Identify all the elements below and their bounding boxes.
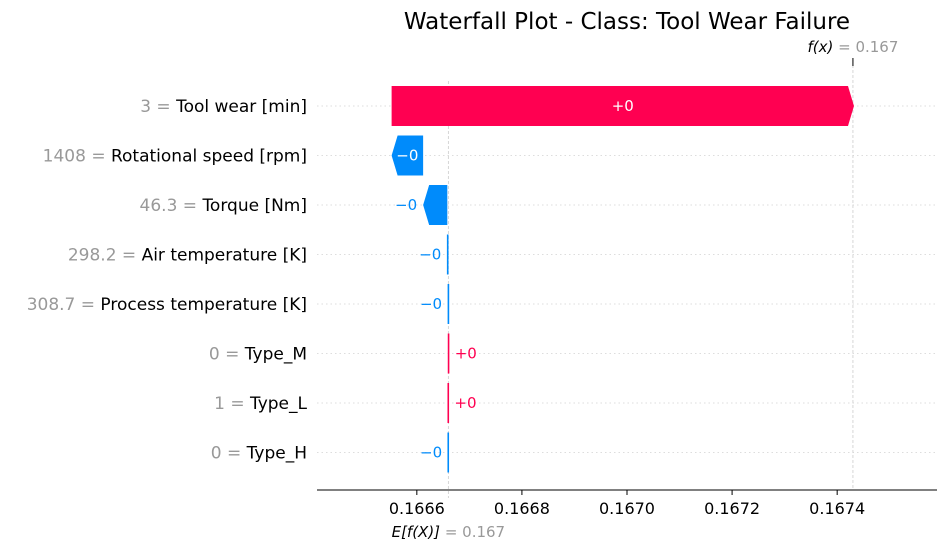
base-value-annotation: E[f(X)] = 0.167	[392, 523, 506, 541]
feature-value: 298.2 =	[68, 246, 142, 266]
feature-label: 3 = Tool wear [min]	[140, 97, 307, 117]
output-value-label: f(x)	[807, 38, 838, 56]
base-value-label: E[f(X)]	[392, 523, 445, 541]
feature-value: 46.3 =	[140, 196, 203, 216]
bar-value-label: −0	[420, 444, 442, 462]
bar-value-label: +0	[455, 345, 477, 363]
waterfall-bar	[447, 383, 450, 423]
feature-name: Rotational speed [rpm]	[111, 147, 307, 167]
feature-name: Type_M	[244, 345, 307, 365]
chart-title: Waterfall Plot - Class: Tool Wear Failur…	[404, 9, 850, 35]
x-tick-label: 0.1672	[704, 499, 760, 518]
feature-label: 1 = Type_L	[214, 394, 307, 414]
waterfall-bar	[446, 234, 449, 275]
feature-name: Air temperature [K]	[142, 246, 307, 266]
waterfall-bar	[447, 333, 450, 374]
feature-value: 3 =	[140, 97, 176, 117]
feature-name: Type_L	[249, 394, 308, 414]
feature-label: 46.3 = Torque [Nm]	[140, 196, 307, 216]
x-tick-label: 0.1668	[494, 499, 550, 518]
waterfall-bar	[447, 284, 450, 324]
feature-label: 1408 = Rotational speed [rpm]	[43, 147, 307, 167]
bar-value-label: +0	[454, 394, 476, 412]
waterfall-bar	[447, 432, 450, 473]
output-value-annotation: f(x) = 0.167	[807, 38, 898, 56]
x-tick-label: 0.1670	[599, 499, 655, 518]
feature-label: 308.7 = Process temperature [K]	[27, 295, 307, 315]
feature-name: Type_H	[246, 444, 307, 464]
feature-name: Process temperature [K]	[100, 295, 307, 315]
feature-label: 298.2 = Air temperature [K]	[68, 246, 307, 266]
feature-name: Torque [Nm]	[201, 196, 307, 216]
waterfall-bar	[423, 185, 448, 225]
bar-value-label: −0	[396, 147, 418, 165]
x-tick-label: 0.1674	[809, 499, 865, 518]
feature-label: 0 = Type_H	[211, 444, 307, 464]
feature-value: 0 =	[209, 345, 245, 365]
feature-value: 1 =	[214, 394, 250, 414]
bar-value-label: −0	[395, 196, 417, 214]
x-tick-label: 0.1666	[389, 499, 445, 518]
feature-value: 308.7 =	[27, 295, 101, 315]
feature-name: Tool wear [min]	[175, 97, 307, 117]
bar-value-label: +0	[612, 97, 634, 115]
feature-value: 0 =	[211, 444, 247, 464]
feature-label: 0 = Type_M	[209, 345, 307, 365]
bar-value-label: −0	[419, 246, 441, 264]
waterfall-bar	[391, 135, 424, 176]
bar-value-label: −0	[420, 295, 442, 313]
waterfall-bar	[391, 86, 854, 126]
feature-value: 1408 =	[43, 147, 111, 167]
base-value-text: = 0.167	[445, 523, 505, 541]
output-value-text: = 0.167	[838, 38, 898, 56]
